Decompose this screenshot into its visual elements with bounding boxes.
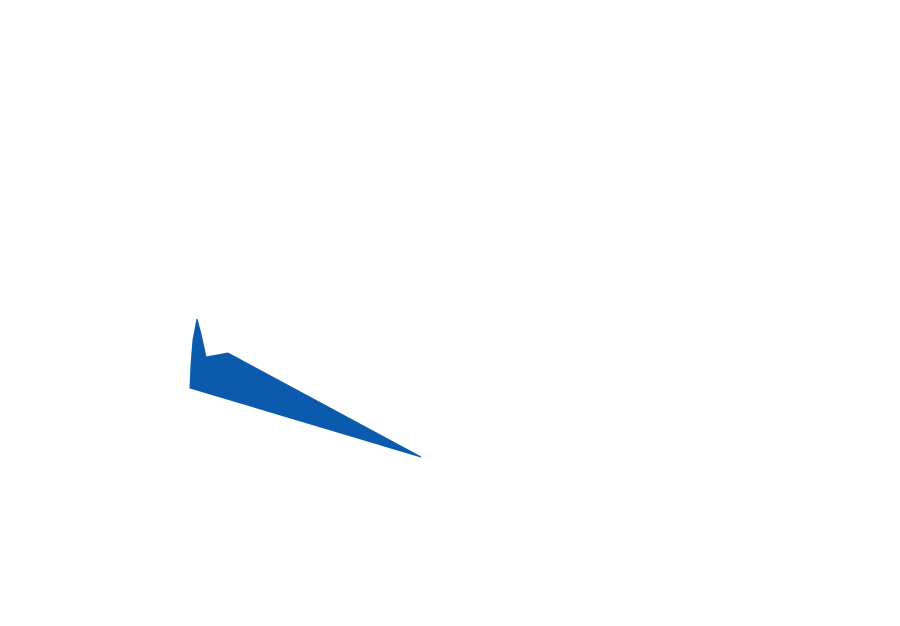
blue-shape bbox=[189, 318, 422, 458]
